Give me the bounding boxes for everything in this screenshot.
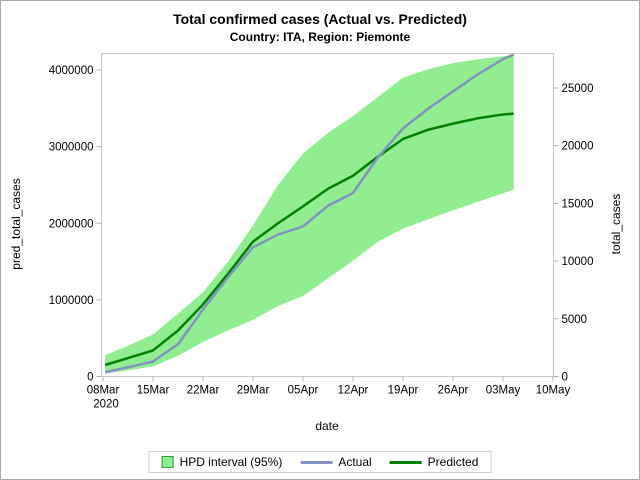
y-right-tick-label: 10000 (562, 256, 594, 268)
hpd-band-swatch-icon (161, 456, 174, 468)
legend-label-actual: Actual (338, 455, 372, 469)
legend-item-hpd: HPD interval (95%) (161, 455, 283, 469)
y-right-tick-label: 25000 (562, 83, 594, 95)
y-left-tick-label: 3000000 (49, 142, 94, 154)
legend-item-predicted: Predicted (389, 455, 479, 469)
legend-label-predicted: Predicted (427, 455, 479, 469)
legend: HPD interval (95%) Actual Predicted (148, 451, 492, 473)
x-tick-label: 10May (536, 385, 571, 397)
predicted-line (104, 112, 514, 367)
predicted-line-swatch-icon (389, 460, 422, 464)
x-tick-label: 19Apr (388, 385, 419, 397)
hpd-band (105, 54, 514, 374)
actual-line-swatch-icon (300, 460, 333, 464)
y-left-tick-label: 2000000 (49, 218, 94, 230)
y-left-tick-label: 0 (87, 372, 93, 384)
y-right-tick-label: 20000 (562, 141, 594, 153)
x-tick-label: 29Mar (237, 385, 270, 397)
y-right-tick-label: 0 (562, 372, 568, 384)
chart-subtitle: Country: ITA, Region: Piemonte (229, 30, 411, 44)
chart-title: Total confirmed cases (Actual vs. Predic… (173, 11, 467, 27)
x-tick-label: 08Mar (87, 385, 120, 397)
actual-line (104, 53, 515, 374)
y-left-tick-label: 1000000 (49, 295, 94, 307)
legend-label-hpd: HPD interval (95%) (179, 455, 283, 469)
legend-item-actual: Actual (300, 455, 372, 469)
y-left-tick-label: 4000000 (49, 65, 94, 77)
x-tick-label: 03May (486, 385, 521, 397)
x-tick-label: 12Apr (338, 385, 369, 397)
plot-frame (101, 53, 554, 377)
y-right-tick-label: 15000 (562, 198, 594, 210)
x-axis-label: date (315, 419, 339, 433)
x-tick-label: 26Apr (438, 385, 469, 397)
x-tick-label: 05Apr (288, 385, 319, 397)
y-right-tick-label: 5000 (562, 314, 588, 326)
x-tick-year-label: 2020 (93, 399, 119, 411)
x-tick-label: 22Mar (187, 385, 220, 397)
x-tick-label: 15Mar (137, 385, 170, 397)
